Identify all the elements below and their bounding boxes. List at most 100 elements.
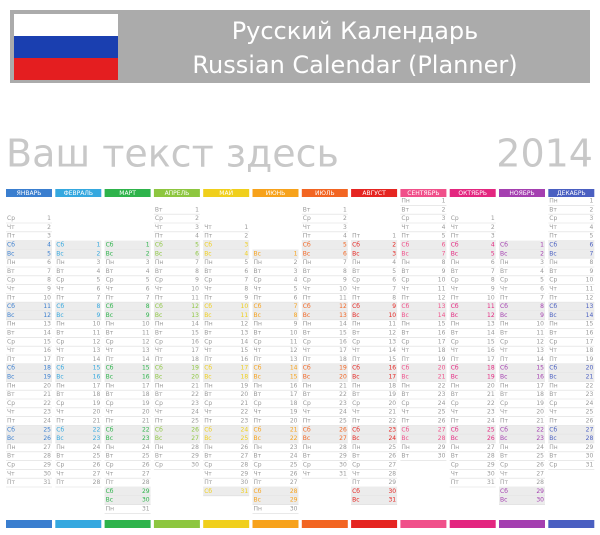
date: 1 xyxy=(540,242,544,249)
weekday: Сб xyxy=(401,303,409,310)
month-header xyxy=(301,189,348,197)
flag-red xyxy=(14,58,118,80)
weekday: Вт xyxy=(401,391,409,398)
date: 20 xyxy=(241,391,249,398)
month-name: ДЕКАБРЬ xyxy=(557,190,586,197)
weekday: Чт xyxy=(303,224,311,231)
weekday: Ср xyxy=(7,338,15,345)
weekday: Вт xyxy=(352,453,360,460)
title-en: Russian Calendar (Planner) xyxy=(192,51,517,79)
weekday: Вс xyxy=(106,435,113,442)
weekend-bg xyxy=(104,363,151,373)
weekend-bg xyxy=(301,302,348,311)
weekday: Вт xyxy=(155,330,163,337)
weekday: Пн xyxy=(7,382,16,389)
weekday: Пт xyxy=(7,233,16,240)
weekday: Пн xyxy=(352,444,361,451)
weekday: Пт xyxy=(500,479,509,486)
weekday: Пн xyxy=(7,444,16,451)
weekday: Ср xyxy=(303,215,311,222)
date: 10 xyxy=(142,321,150,328)
date: 14 xyxy=(290,365,298,372)
date: 13 xyxy=(438,303,446,310)
weekday: Вс xyxy=(500,435,507,442)
month-name: ФЕВРАЛЬ xyxy=(64,190,93,197)
weekday: Вс xyxy=(352,374,359,381)
weekday: Сб xyxy=(401,242,409,249)
weekday: Сб xyxy=(303,242,311,249)
weekday: Вс xyxy=(7,312,14,319)
weekday: Пн xyxy=(303,444,312,451)
date: 27 xyxy=(241,453,249,460)
weekday: Пн xyxy=(451,444,460,451)
weekend-bg xyxy=(203,249,250,259)
weekday: Пт xyxy=(401,233,410,240)
date: 26 xyxy=(536,462,544,469)
date: 27 xyxy=(290,479,298,486)
date: 17 xyxy=(487,356,495,363)
weekday: Чт xyxy=(451,347,459,354)
weekday: Вс xyxy=(352,497,359,504)
weekend-bg xyxy=(301,372,348,382)
date: 7 xyxy=(589,250,593,257)
date: 2 xyxy=(244,233,248,240)
date: 21 xyxy=(536,418,544,425)
weekday: Пн xyxy=(254,259,263,266)
date: 13 xyxy=(191,312,199,319)
weekday: Сб xyxy=(204,242,212,249)
weekday: Ср xyxy=(549,400,557,407)
weekday: Пн xyxy=(106,382,115,389)
weekday: Пн xyxy=(451,259,460,266)
weekend-bg xyxy=(104,487,151,496)
weekday: Вс xyxy=(56,312,63,319)
weekday: Пн xyxy=(254,444,263,451)
weekend-bg xyxy=(351,425,398,435)
weekday: Вс xyxy=(303,374,310,381)
date: 5 xyxy=(540,277,544,284)
date: 19 xyxy=(438,356,446,363)
date: 18 xyxy=(43,365,51,372)
date: 15 xyxy=(536,365,544,372)
weekday: Сб xyxy=(500,488,508,495)
month-name: НОЯБРЬ xyxy=(509,190,534,197)
weekend-bg xyxy=(6,434,52,443)
date: 4 xyxy=(146,268,150,275)
weekday: Пт xyxy=(254,479,263,486)
weekday: Пт xyxy=(451,479,460,486)
date: 4 xyxy=(195,233,199,240)
date: 27 xyxy=(43,444,51,451)
date: 17 xyxy=(290,391,298,398)
weekend-bg xyxy=(548,249,595,259)
date: 12 xyxy=(339,303,347,310)
weekend-bg xyxy=(499,302,545,311)
weekday: Вт xyxy=(352,330,360,337)
weekday: Пт xyxy=(204,356,213,363)
weekday: Ср xyxy=(254,400,262,407)
weekday: Пн xyxy=(303,321,312,328)
weekday: Вт xyxy=(155,391,163,398)
date: 27 xyxy=(536,470,544,477)
weekday: Вс xyxy=(352,312,359,319)
weekend-bg xyxy=(548,240,595,250)
weekday: Сб xyxy=(106,488,114,495)
weekday: Вс xyxy=(401,312,408,319)
weekday: Вт xyxy=(155,206,163,213)
date: 29 xyxy=(586,444,594,451)
date: 6 xyxy=(589,242,593,249)
weekday: Вт xyxy=(500,391,508,398)
date: 17 xyxy=(241,365,249,372)
month-header xyxy=(153,189,200,197)
weekday: Ср xyxy=(303,277,311,284)
date: 7 xyxy=(442,250,446,257)
weekday: Вт xyxy=(56,268,64,275)
date: 11 xyxy=(191,294,199,301)
weekday: Сб xyxy=(106,426,114,433)
weekend-bg xyxy=(400,434,447,443)
date: 18 xyxy=(388,382,396,389)
date: 17 xyxy=(43,356,51,363)
weekday: Сб xyxy=(303,303,311,310)
weekday: Пн xyxy=(500,382,509,389)
weekday: Ср xyxy=(401,400,409,407)
weekday: Вт xyxy=(106,391,114,398)
date: 21 xyxy=(487,391,495,398)
